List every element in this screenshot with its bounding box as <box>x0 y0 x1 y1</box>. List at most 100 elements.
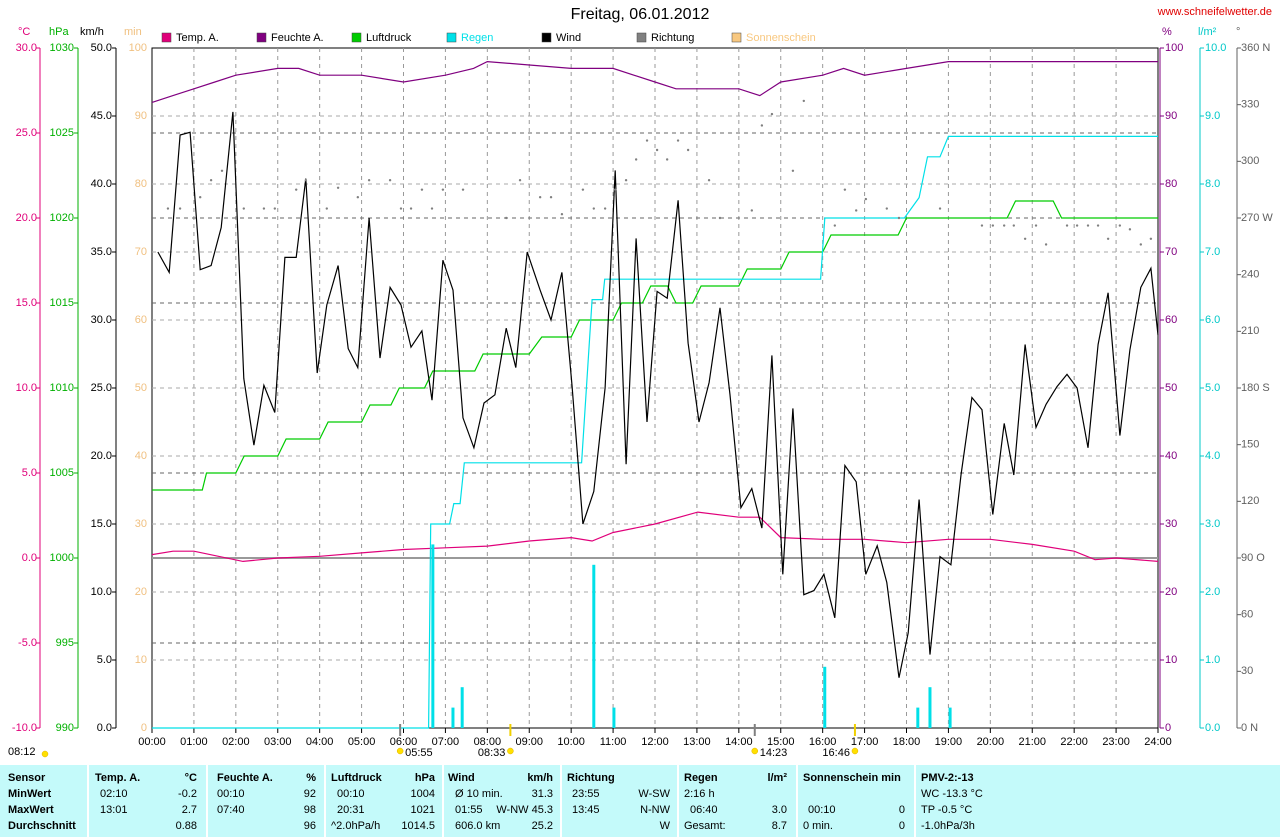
table-header: hPa <box>415 772 436 784</box>
direction-dot <box>991 224 995 227</box>
direction-dot <box>686 148 690 152</box>
direction-dot <box>802 99 806 103</box>
rain-bar <box>823 666 827 728</box>
legend-label: Feuchte A. <box>271 32 324 44</box>
legend-label: Temp. A. <box>176 32 219 44</box>
table-cell: 00:10 <box>337 788 365 800</box>
direction-dot <box>665 158 669 161</box>
direction-dot <box>166 207 170 210</box>
direction-dot <box>581 188 585 191</box>
y-tick-label: 45.0 <box>91 110 112 122</box>
table-cell: 07:40 <box>217 804 245 816</box>
y-tick-label: 70 <box>135 246 147 258</box>
table-cell: WC -13.3 °C <box>921 788 983 800</box>
direction-dot <box>388 179 392 182</box>
y-tick-label: 70 <box>1165 246 1177 258</box>
y-tick-label: 7.0 <box>1205 246 1220 258</box>
x-tick-label: 12:00 <box>641 736 669 748</box>
direction-dot <box>1118 224 1122 227</box>
y-tick-label: 6.0 <box>1205 314 1220 326</box>
legend-swatch <box>446 32 457 43</box>
table-cell: 01:55 <box>455 804 483 816</box>
y-tick-label: 2.0 <box>1205 586 1220 598</box>
y-tick-label: 10 <box>1165 654 1177 666</box>
table-cell: -1.0hPa/3h <box>921 820 975 832</box>
y-tick-label: 30.0 <box>91 314 112 326</box>
direction-dot <box>897 216 901 220</box>
y-tick-label: 30.0 <box>16 42 37 54</box>
sun-icon <box>851 747 859 755</box>
legend-swatch <box>256 32 267 43</box>
y-tick-label: 0 <box>141 722 147 734</box>
table-header: Feuchte A. <box>217 772 273 784</box>
y-tick-label: 1030 <box>50 42 74 54</box>
y-tick-label: 1000 <box>50 552 74 564</box>
table-cell: 06:40 <box>690 804 718 816</box>
legend-swatch <box>161 32 172 43</box>
x-tick-label: 02:00 <box>222 736 250 748</box>
legend-swatch <box>636 32 647 43</box>
series-line <box>152 200 1158 491</box>
y-tick-label: 20.0 <box>16 212 37 224</box>
direction-dot <box>634 158 638 161</box>
y-tick-label: 0.0 <box>1205 722 1220 734</box>
x-tick-label: 05:00 <box>348 736 376 748</box>
table-cell: N-NW <box>640 804 671 816</box>
direction-dot <box>760 124 764 127</box>
table-cell: TP -0.5 °C <box>921 804 972 816</box>
y-tick-label: 330 <box>1241 99 1259 111</box>
direction-dot <box>938 207 942 210</box>
direction-dot <box>560 213 564 216</box>
y-tick-label: 50 <box>1165 382 1177 394</box>
y-tick-label: 30 <box>135 518 147 530</box>
table-header: % <box>306 772 316 784</box>
direction-dot <box>461 188 465 191</box>
y-tick-label: 9.0 <box>1205 110 1220 122</box>
y-tick-label: 5.0 <box>97 654 112 666</box>
axis-title: ° <box>1236 26 1240 38</box>
legend-label: Sonnenschein <box>746 32 816 44</box>
rain-bar <box>431 544 435 728</box>
y-tick-label: 990 <box>56 722 74 734</box>
x-tick-label: 14:00 <box>725 736 753 748</box>
sun-event-label: 14:23 <box>760 747 788 759</box>
direction-dot <box>676 139 680 142</box>
rain-bar <box>948 707 952 728</box>
direction-dot <box>980 224 984 227</box>
axis-title: l/m² <box>1198 26 1217 38</box>
sun-event-label: 08:33 <box>478 747 506 759</box>
y-tick-label: 180 S <box>1241 382 1270 394</box>
direction-dot <box>624 179 628 182</box>
table-row-label: MaxWert <box>8 804 54 816</box>
table-header: Sonnenschein min <box>803 772 901 784</box>
table-cell: W-SW <box>638 788 670 800</box>
legend-label: Luftdruck <box>366 32 412 44</box>
direction-dot <box>1149 237 1153 240</box>
y-tick-label: 1015 <box>50 297 74 309</box>
x-tick-label: 04:00 <box>306 736 334 748</box>
y-tick-label: 210 <box>1241 325 1259 337</box>
table-cell: 00:10 <box>808 804 836 816</box>
table-header: Wind <box>448 772 475 784</box>
table-header: km/h <box>527 772 553 784</box>
direction-dot <box>613 188 617 191</box>
direction-dot <box>1096 224 1100 227</box>
direction-dot <box>864 197 868 201</box>
direction-dot <box>178 207 182 210</box>
y-tick-label: 100 <box>1165 42 1183 54</box>
footer-time: 08:12 <box>8 746 36 758</box>
direction-dot <box>1044 243 1048 246</box>
x-tick-label: 15:00 <box>767 736 795 748</box>
legend-swatch <box>351 32 362 43</box>
direction-dot <box>1106 237 1110 240</box>
series-line <box>157 111 1159 678</box>
x-tick-label: 13:00 <box>683 736 711 748</box>
y-tick-label: 1020 <box>50 212 74 224</box>
x-tick-label: 21:00 <box>1018 736 1046 748</box>
direction-dot <box>791 169 795 172</box>
direction-dot <box>549 196 553 199</box>
y-tick-label: 1.0 <box>1205 654 1220 666</box>
y-tick-label: 20.0 <box>91 450 112 462</box>
y-tick-label: 40 <box>135 450 147 462</box>
